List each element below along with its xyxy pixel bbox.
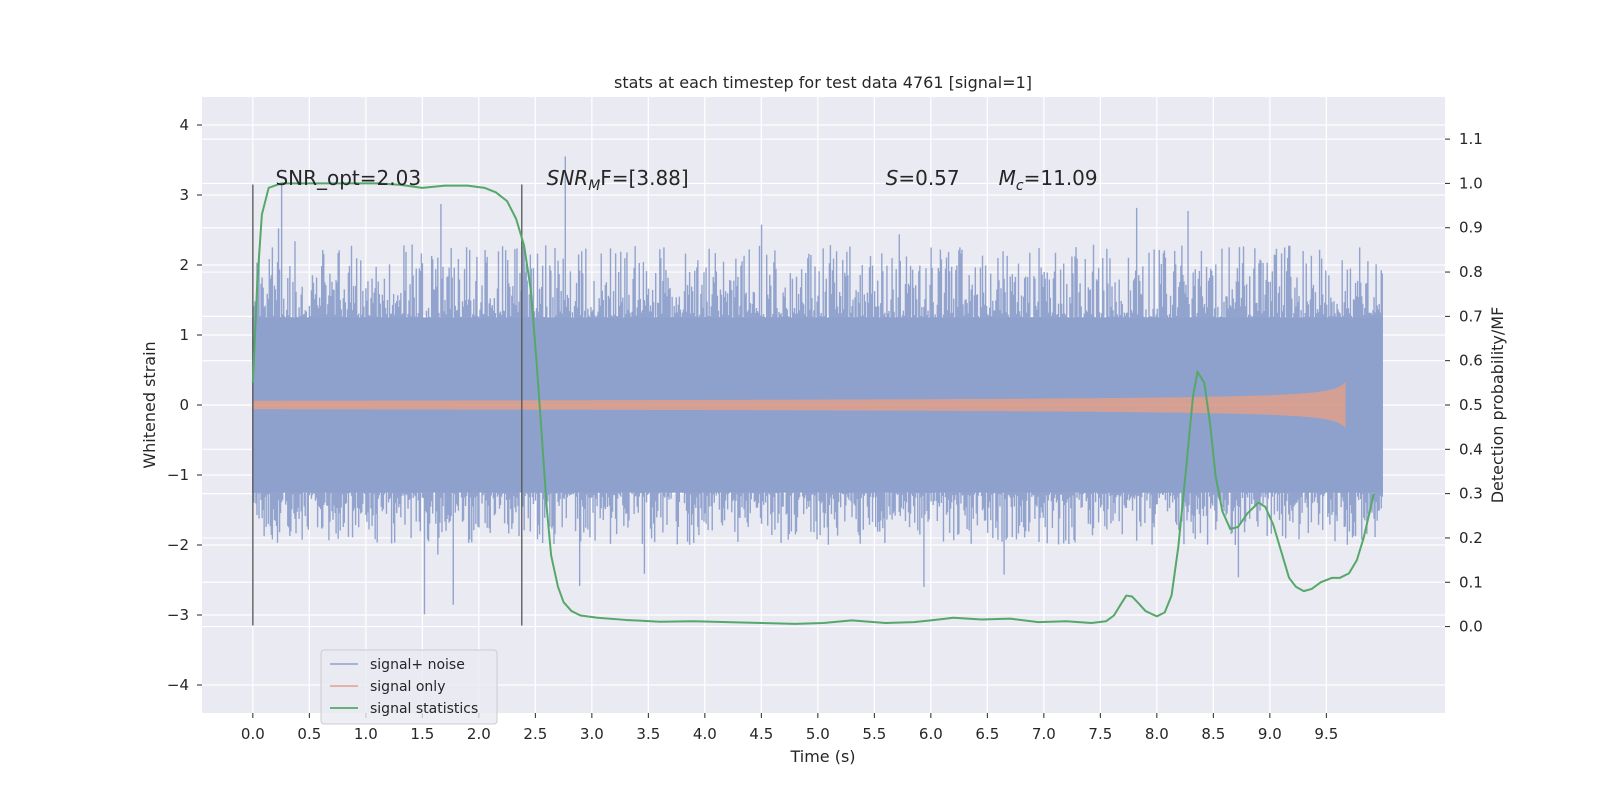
x-axis-label: Time (s) [789,747,855,766]
x-ticks: 0.0 0.5 1.0 1.5 2.0 2.5 3.0 3.5 4.0 4.5 5.0 5.5 6.0 6… [241,713,1338,743]
y-tick-label: 1 [179,326,189,344]
y-tick-label: 0 [179,396,189,414]
y2-tick-label: 1.1 [1459,130,1483,148]
y2-tick-label: 0.5 [1459,396,1483,414]
x-tick-label: 3.5 [636,725,660,743]
annotation-snr-opt: SNR_opt=2.03 [275,166,421,190]
x-tick-label: 4.5 [749,725,773,743]
y2-tick-label: 0.2 [1459,529,1483,547]
y2-tick-label: 0.7 [1459,307,1483,325]
x-tick-label: 0.5 [297,725,321,743]
x-tick-label: 7.5 [1088,725,1112,743]
legend-box [320,649,498,725]
x-tick-label: 0.0 [241,725,265,743]
x-tick-label: 8.5 [1201,725,1225,743]
annotation-mc: Mc=11.09 [999,166,1098,194]
y-tick-label: −4 [167,676,189,694]
annotation-snr-mf: SNRMF=[3.88] [547,166,689,194]
y2-tick-label: 0.4 [1459,440,1483,458]
series-layer [251,156,1383,626]
x-tick-label: 6.5 [975,725,999,743]
x-tick-label: 5.0 [806,725,830,743]
y-axis-label: Whitened strain [140,341,159,468]
x-tick-label: 3.0 [580,725,604,743]
annotations: SNR_opt=2.03 SNRMF=[3.88] S=0.57 Mc=11.09 [275,166,1097,194]
annotation-s: S=0.57 [886,166,960,190]
legend-label-signal-only: signal only [370,679,445,695]
legend-label-signal-noise: signal+ noise [370,657,465,673]
y2-tick-label: 1.0 [1459,174,1483,192]
x-tick-label: 2.0 [467,725,491,743]
y2-tick-label: 0.0 [1459,618,1483,636]
y-ticks: 4 3 2 1 0 −1 −2 −3 −4 [167,116,202,694]
x-tick-label: 1.5 [410,725,434,743]
x-tick-label: 9.0 [1258,725,1282,743]
x-tick-label: 9.5 [1314,725,1338,743]
y2-axis-label: Detection probability/MF [1488,307,1507,504]
x-tick-label: 8.0 [1145,725,1169,743]
x-tick-label: 5.5 [862,725,886,743]
y-tick-label: 4 [179,116,189,134]
y-tick-label: −2 [167,536,189,554]
y2-tick-label: 0.6 [1459,352,1483,370]
y-tick-label: −1 [167,466,189,484]
x-tick-label: 7.0 [1032,725,1056,743]
y-tick-label: 3 [179,186,189,204]
legend: signal+ noise signal only signal statist… [320,649,498,725]
y2-tick-label: 0.3 [1459,485,1483,503]
series-signal-statistics [251,182,1375,625]
y2-tick-label: 0.9 [1459,219,1483,237]
x-tick-label: 1.0 [354,725,378,743]
y-tick-label: 2 [179,256,189,274]
legend-label-signal-statistics: signal statistics [370,701,478,717]
y2-ticks: 1.1 1.0 0.9 0.8 0.7 0.6 0.5 0.4 0.3 0.2 0.1 0.0 [1445,130,1483,636]
chart-title: stats at each timestep for test data 476… [614,73,1032,92]
y2-tick-label: 0.8 [1459,263,1483,281]
x-tick-label: 6.0 [919,725,943,743]
x-tick-label: 4.0 [693,725,717,743]
x-tick-label: 2.5 [523,725,547,743]
y-tick-label: −3 [167,606,189,624]
y2-tick-label: 0.1 [1459,573,1483,591]
